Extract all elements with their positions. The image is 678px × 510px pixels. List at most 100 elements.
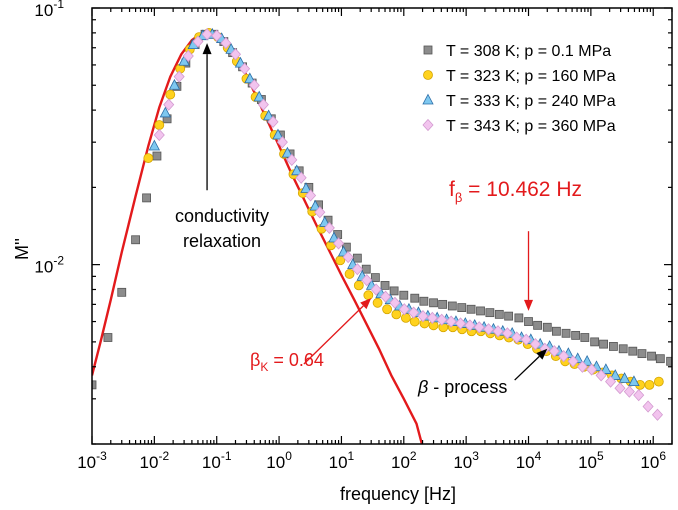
data-point (372, 297, 383, 308)
x-tick-label: 106 (640, 449, 666, 472)
f-beta-label: fβ = 10.462 Hz (449, 178, 582, 205)
data-point (492, 325, 504, 338)
data-point (276, 136, 288, 149)
data-point (438, 299, 448, 309)
data-point (309, 199, 321, 211)
data-point (272, 128, 284, 140)
legend-item: T = 343 K; p = 360 MPa (422, 118, 616, 135)
ticks-layer: 10-3 10-2 10-1 100 101 102 103 104 105 106 10-2 10-… (34, 0, 673, 472)
y-axis-label: M'' (12, 238, 32, 260)
data-point (344, 269, 355, 279)
data-point (599, 339, 608, 349)
data-point (600, 363, 612, 374)
data-point (653, 376, 664, 387)
data-point (220, 36, 232, 50)
data-point (131, 235, 140, 245)
data-point (361, 264, 371, 274)
data-point (361, 274, 373, 287)
data-point (628, 375, 640, 387)
data-point (248, 79, 260, 92)
data-point (182, 49, 194, 63)
data-point (281, 146, 294, 158)
data-point (644, 379, 655, 390)
data-point (380, 280, 390, 290)
data-point (148, 139, 161, 151)
data-point (409, 316, 420, 327)
data-point (239, 62, 251, 75)
legend-marker (423, 70, 433, 80)
data-point (342, 250, 354, 264)
data-point (370, 273, 380, 283)
data-point (614, 382, 626, 395)
data-point (466, 304, 476, 314)
data-point (445, 315, 457, 328)
data-point (257, 98, 269, 111)
x-tick-label: 102 (391, 449, 417, 472)
y-tick-label: 10-2 (34, 254, 64, 277)
data-point (165, 89, 176, 100)
y-tick-label: 10-1 (34, 0, 64, 20)
data-point (464, 319, 476, 332)
data-point (637, 349, 647, 359)
legend-marker (422, 93, 434, 105)
x-tick-label: 101 (329, 449, 355, 472)
data-point (92, 380, 97, 390)
data-point (319, 216, 331, 227)
conductivity-label: conductivity (175, 206, 269, 226)
legend-item: T = 308 K; p = 0.1 MPa (423, 43, 611, 60)
data-point (447, 301, 457, 311)
data-point (551, 326, 561, 336)
data-point (142, 193, 151, 203)
data-point (103, 333, 113, 342)
data-point (642, 400, 654, 413)
x-tick-label: 105 (578, 449, 604, 472)
data-point (561, 328, 571, 338)
data-point (159, 106, 172, 118)
data-point (211, 29, 223, 42)
data-point (666, 356, 672, 366)
data-point (333, 237, 345, 250)
data-point (514, 313, 524, 323)
legend-label: T = 333 K; p = 240 MPa (446, 93, 616, 110)
data-point (154, 120, 165, 130)
data-point (628, 346, 638, 356)
series-4 (153, 28, 664, 421)
data-point (605, 375, 617, 388)
data-point (524, 317, 533, 326)
data-point (501, 327, 513, 340)
data-point (511, 331, 523, 344)
data-point (391, 309, 402, 320)
beta-process-arrow (514, 348, 548, 381)
data-point (291, 164, 303, 176)
data-point (567, 355, 579, 368)
arrow-head (202, 43, 212, 55)
data-point (363, 290, 374, 301)
legend-label: T = 323 K; p = 160 MPa (446, 68, 616, 85)
plot-frame (91, 7, 673, 445)
data-point (398, 303, 410, 316)
data-point (438, 322, 449, 333)
data-point (351, 263, 363, 276)
data-point (623, 385, 635, 398)
conductivity-label: relaxation (183, 231, 261, 251)
data-point (229, 48, 242, 61)
legend-label: T = 343 K; p = 360 MPa (446, 118, 616, 135)
data-point (314, 206, 326, 219)
x-tick-label: 100 (266, 449, 292, 472)
data-point (580, 333, 590, 342)
data-point (153, 128, 165, 142)
f-beta-arrow (524, 231, 534, 311)
data-point (300, 182, 312, 193)
legend-item: T = 333 K; p = 240 MPa (422, 93, 616, 110)
legend-item: T = 323 K; p = 160 MPa (423, 68, 616, 85)
data-point (576, 360, 588, 373)
data-point (353, 280, 364, 291)
data-point (542, 322, 552, 332)
x-tick-label: 104 (516, 449, 542, 472)
data-point (457, 303, 467, 313)
data-point (504, 311, 514, 321)
data-point (295, 171, 307, 184)
data-point (533, 320, 543, 330)
data-point (178, 54, 190, 66)
